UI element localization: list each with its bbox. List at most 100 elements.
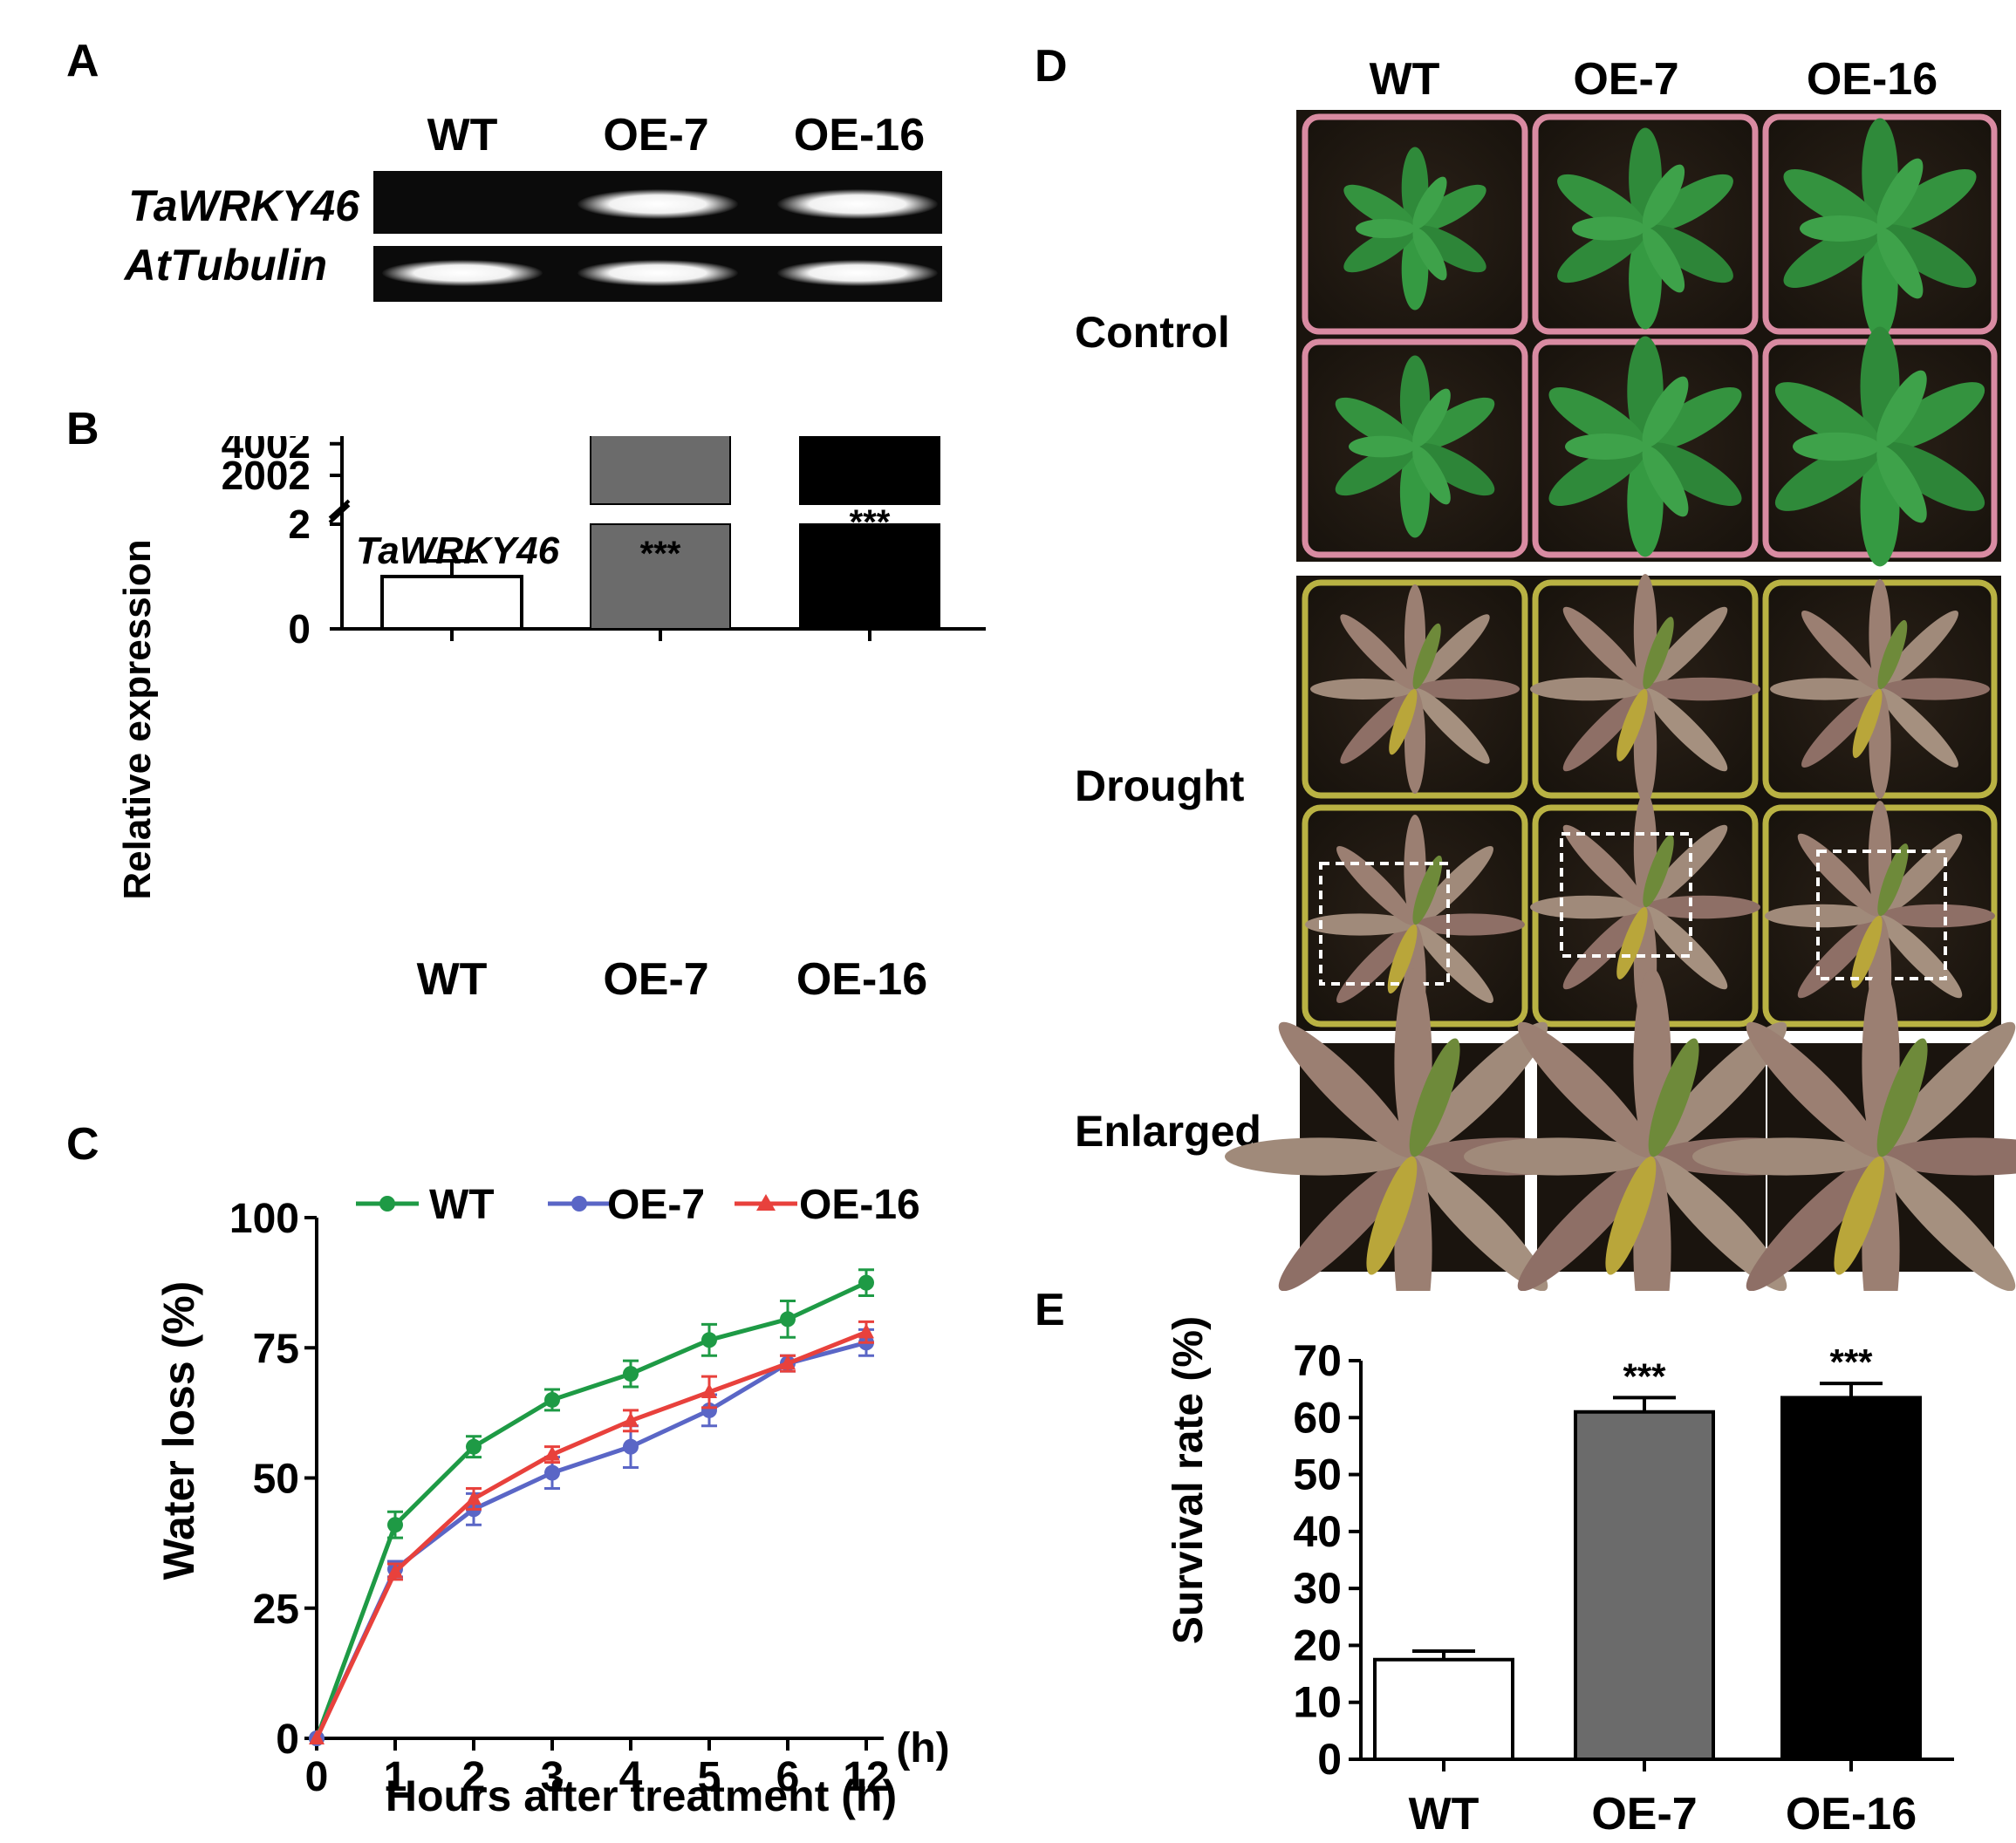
chart-b-bar-0 — [380, 575, 523, 631]
chart-c-line-oe-16 — [314, 1330, 867, 1740]
chart-c-point-wt-4 — [623, 1366, 639, 1382]
photo-enlarged — [1225, 968, 2016, 1291]
band-tawrky46-oe16 — [777, 189, 938, 219]
chart-c-xlabel: Hours after treatment (h) — [386, 1771, 897, 1820]
lane-label-oe16: OE-16 — [794, 110, 925, 160]
chart-c-xtick-4: 4 — [619, 1754, 643, 1800]
chart-c-xtick-2: 2 — [462, 1754, 486, 1800]
chart-b-break-mark-2 — [328, 503, 351, 524]
photo-control — [1296, 110, 2001, 567]
panel-a-gel: WT OE-7 OE-16 TaWRKY46 AtTubulin — [123, 110, 942, 302]
panel-d-photos: WT OE-7 OE-16 Control Drought Enlarged — [1075, 54, 2016, 1291]
chart-c-point-wt-5 — [701, 1332, 717, 1348]
chart-b-ytick-lower-0: 0 — [288, 606, 311, 652]
chart-c-point-wt-6 — [780, 1311, 796, 1328]
chart-c-point-oe-7-5 — [701, 1402, 717, 1418]
chart-b-sig-oe16: *** — [850, 503, 891, 542]
chart-c-point-wt-1 — [387, 1517, 403, 1533]
chart-c-point-oe-16-5 — [701, 1382, 717, 1398]
chart-b-annotation: TaWRKY46 — [356, 529, 560, 572]
lane-label-wt: WT — [427, 110, 498, 160]
legend-label-oe7: OE-7 — [607, 1182, 705, 1228]
chart-e-xtick-0: WT — [1409, 1789, 1480, 1840]
chart-c-point-oe-16-4 — [623, 1411, 639, 1427]
chart-b-ylabel: Relative expression — [116, 539, 159, 899]
chart-c-point-wt-7 — [858, 1274, 874, 1291]
chart-e-ylabel: Survival rate (%) — [1165, 1316, 1212, 1644]
chart-c-xtick-1: 1 — [384, 1754, 407, 1800]
chart-c-xtick-7: 12 — [843, 1754, 889, 1800]
photo-col-wt: WT — [1370, 54, 1440, 105]
photo-drought — [1296, 574, 2001, 1034]
chart-c-point-oe-16-7 — [858, 1323, 874, 1339]
panel-letter-b: B — [66, 404, 99, 454]
photo-row-drought: Drought — [1075, 761, 1245, 810]
chart-b-break-mark-1 — [328, 499, 351, 520]
chart-b-ytick-upper-0: 2002 — [222, 453, 311, 498]
chart-c-ytick-1: 25 — [253, 1587, 299, 1633]
chart-c-line-oe-7 — [314, 1340, 867, 1740]
chart-e-bar-2 — [1780, 1396, 1922, 1762]
chart-e-xtick-1: OE-7 — [1591, 1789, 1697, 1840]
chart-e-ytick-5: 50 — [1293, 1451, 1342, 1499]
chart-e: Survival rate (%) 0 10 20 30 40 50 60 70 WT OE-7 *… — [1165, 1316, 1954, 1840]
chart-e-ytick-0: 0 — [1317, 1735, 1342, 1784]
legend-label-oe16: OE-16 — [799, 1182, 920, 1228]
chart-c-point-oe-16-0 — [309, 1730, 325, 1744]
panel-letter-e: E — [1035, 1285, 1065, 1335]
chart-b-ytick-upper-1: 4002 — [222, 436, 311, 467]
chart-b-bar-lower-2 — [799, 523, 940, 630]
chart-b-xtick-oe7: OE-7 — [603, 954, 708, 1005]
chart-e-xtick-2: OE-16 — [1786, 1789, 1917, 1840]
chart-b-ytick-lower-1: 2 — [288, 502, 311, 547]
band-tawrky46-oe7 — [577, 189, 738, 219]
chart-b: Relative expression TaWRKY46 02200240026… — [116, 436, 986, 1005]
legend-marker-oe16 — [756, 1194, 776, 1211]
chart-e-ytick-1: 10 — [1293, 1678, 1342, 1727]
chart-c: Water loss (%) Hours after treatment (h)… — [154, 1182, 950, 1820]
band-attubulin-wt — [382, 260, 543, 286]
chart-e-ytick-6: 60 — [1293, 1393, 1342, 1442]
chart-c-point-oe-16-3 — [544, 1445, 560, 1461]
row-label-tawrky46: TaWRKY46 — [128, 181, 360, 230]
chart-c-point-oe-16-2 — [466, 1490, 482, 1505]
chart-c-ylabel: Water loss (%) — [154, 1281, 203, 1580]
chart-c-point-oe-7-3 — [544, 1464, 560, 1481]
photo-row-enlarged: Enlarged — [1075, 1107, 1261, 1156]
chart-c-xtick-6: 6 — [776, 1754, 800, 1800]
legend-marker-oe7 — [571, 1196, 587, 1212]
panel-letter-c: C — [66, 1119, 99, 1170]
chart-c-legend: WT OE-7 OE-16 — [356, 1182, 920, 1228]
chart-c-point-oe-16-6 — [780, 1355, 796, 1370]
chart-b-xtick-wt: WT — [417, 954, 488, 1005]
legend-label-wt: WT — [429, 1182, 495, 1228]
chart-c-xtick-5: 5 — [698, 1754, 721, 1800]
photo-col-oe7: OE-7 — [1573, 54, 1678, 105]
chart-e-ytick-7: 70 — [1293, 1336, 1342, 1385]
chart-c-point-oe-7-4 — [623, 1438, 639, 1455]
chart-e-sig-1: *** — [1623, 1355, 1666, 1396]
chart-c-ytick-4: 100 — [229, 1196, 299, 1242]
chart-b-xtick-oe16: OE-16 — [796, 954, 927, 1005]
chart-b-sig-oe7: *** — [640, 535, 681, 573]
photo-row-control: Control — [1075, 308, 1230, 357]
chart-c-xtick-0: 0 — [305, 1754, 329, 1800]
chart-e-bar-0 — [1373, 1657, 1514, 1761]
chart-c-point-wt-2 — [466, 1438, 482, 1455]
chart-c-ytick-0: 0 — [276, 1717, 299, 1763]
panel-letter-d: D — [1035, 41, 1068, 92]
chart-c-point-oe-16-1 — [387, 1562, 403, 1578]
band-attubulin-oe7 — [577, 260, 738, 286]
band-attubulin-oe16 — [777, 260, 938, 286]
chart-c-xunit: (h) — [896, 1725, 949, 1771]
chart-e-ytick-3: 30 — [1293, 1564, 1342, 1613]
chart-c-point-wt-3 — [544, 1391, 560, 1408]
chart-b-bar-2 — [799, 436, 940, 505]
chart-c-ytick-2: 50 — [253, 1457, 299, 1503]
lane-label-oe7: OE-7 — [603, 110, 708, 160]
chart-c-line-wt — [314, 1280, 868, 1739]
chart-b-bar-1 — [590, 436, 731, 505]
chart-e-ytick-2: 20 — [1293, 1621, 1342, 1669]
row-label-attubulin: AtTubulin — [123, 241, 327, 290]
photo-col-oe16: OE-16 — [1807, 54, 1937, 105]
